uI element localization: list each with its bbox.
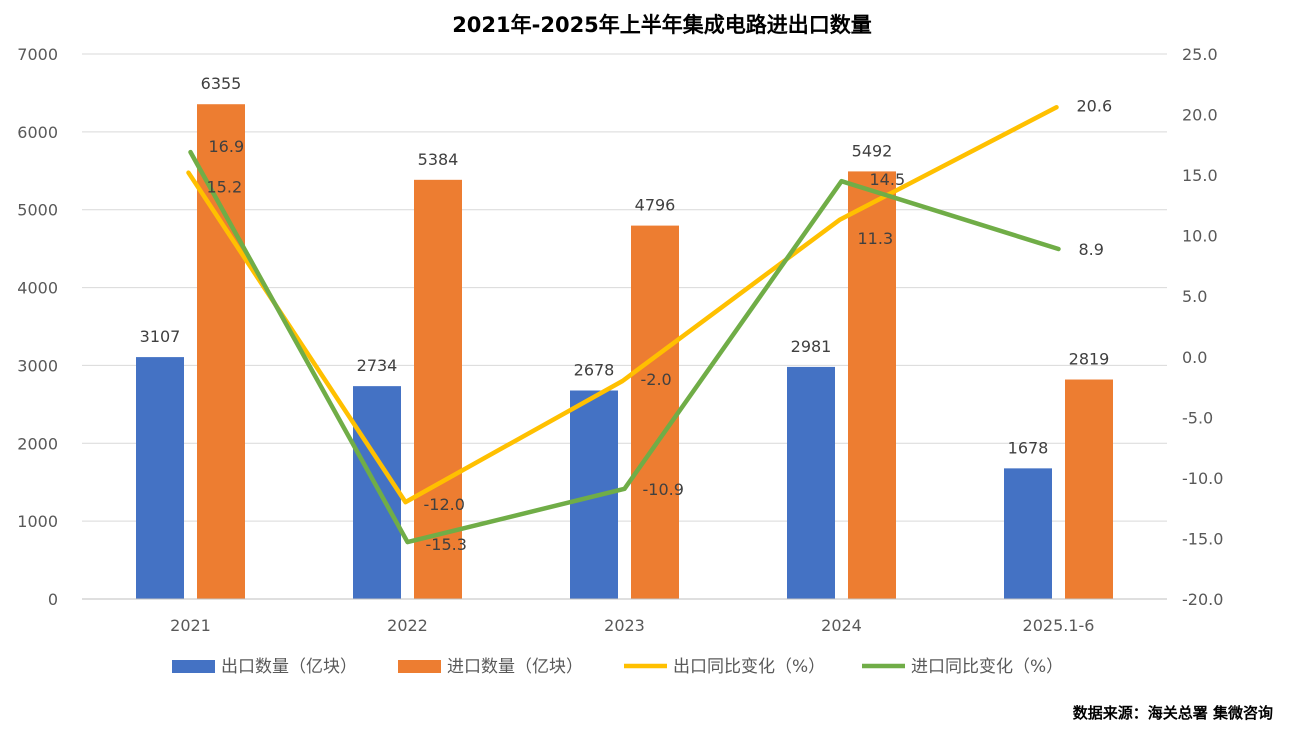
bar [136, 357, 184, 599]
bar-value-label: 2678 [574, 360, 615, 379]
source-note: 数据来源：海关总署 集微咨询 [1073, 704, 1273, 722]
right-axis-tick-label: 15.0 [1182, 166, 1218, 185]
series-line [186, 105, 1059, 505]
right-y-axis: -20.0 -15.0 -10.0 -5.0 0.0 5.0 10.0 15.0 20.0 25.… [1182, 45, 1223, 609]
bar [848, 171, 896, 599]
bar-value-label: 6355 [201, 74, 242, 93]
line-value-label: 11.3 [858, 229, 894, 248]
bar-value-label: 2734 [357, 356, 398, 375]
left-y-axis: 0 1000 2000 3000 4000 5000 6000 7000 [17, 45, 58, 609]
bar-value-label: 2981 [791, 337, 832, 356]
left-axis-tick-label: 6000 [17, 123, 58, 142]
right-axis-tick-label: -10.0 [1182, 469, 1223, 488]
bar [631, 225, 679, 599]
legend-label: 进口数量（亿块） [447, 657, 583, 677]
x-axis-category-label: 2022 [387, 616, 428, 635]
line-value-label: -12.0 [424, 495, 465, 514]
bar-value-label: 2819 [1069, 350, 1110, 369]
left-axis-tick-label: 1000 [17, 512, 58, 531]
legend-label: 出口同比变化（%） [673, 657, 825, 677]
x-axis-category-label: 2024 [821, 616, 862, 635]
bar [197, 104, 245, 599]
right-axis-tick-label: 25.0 [1182, 45, 1218, 64]
left-axis-tick-label: 3000 [17, 356, 58, 375]
bars [82, 104, 1167, 600]
bar-value-label: 3107 [140, 327, 181, 346]
line-value-label: 15.2 [207, 178, 243, 197]
line-value-label: 8.9 [1079, 240, 1104, 259]
bar-value-label: 5384 [418, 150, 459, 169]
left-axis-tick-label: 0 [48, 590, 58, 609]
line-value-label: -10.9 [643, 480, 684, 499]
left-axis-tick-label: 4000 [17, 279, 58, 298]
bar [1004, 468, 1052, 599]
x-axis-category-label: 2025.1-6 [1023, 616, 1095, 635]
legend-swatch [398, 660, 441, 673]
x-axis-categories: 2021 2022 2023 2024 2025.1-6 [170, 616, 1094, 635]
right-axis-tick-label: -15.0 [1182, 529, 1223, 548]
right-axis-tick-label: 5.0 [1182, 287, 1207, 306]
line-value-label: 14.5 [870, 170, 906, 189]
line-value-label: 16.9 [209, 137, 245, 156]
lines [186, 105, 1061, 545]
left-axis-tick-label: 7000 [17, 45, 58, 64]
line-value-label: -15.3 [426, 535, 467, 554]
right-axis-tick-label: -20.0 [1182, 590, 1223, 609]
line-value-label: 20.6 [1077, 96, 1113, 115]
bar-value-label: 5492 [852, 141, 893, 160]
legend-label: 出口数量（亿块） [221, 657, 357, 677]
left-axis-tick-label: 5000 [17, 201, 58, 220]
legend-swatch [172, 660, 215, 673]
bar-value-label: 1678 [1008, 438, 1049, 457]
chart-title: 2021年-2025年上半年集成电路进出口数量 [452, 13, 872, 37]
right-axis-tick-label: -5.0 [1182, 408, 1213, 427]
right-axis-tick-label: 20.0 [1182, 106, 1218, 125]
legend: 出口数量（亿块） 进口数量（亿块） 出口同比变化（%） 进口同比变化（%） [172, 657, 1063, 677]
bar [1065, 379, 1113, 599]
legend-label: 进口同比变化（%） [911, 657, 1063, 677]
x-axis-category-label: 2021 [170, 616, 211, 635]
data-labels: 3107 2734 2678 2981 1678 6355 5384 4796 5492 2819… [140, 74, 1112, 554]
line-value-label: -2.0 [641, 370, 672, 389]
right-axis-tick-label: 10.0 [1182, 227, 1218, 246]
x-axis-category-label: 2023 [604, 616, 645, 635]
bar-value-label: 4796 [635, 196, 676, 215]
bar [787, 366, 835, 599]
right-axis-tick-label: 0.0 [1182, 348, 1207, 367]
left-axis-tick-label: 2000 [17, 434, 58, 453]
bar [353, 386, 401, 599]
series-line [188, 149, 1061, 545]
